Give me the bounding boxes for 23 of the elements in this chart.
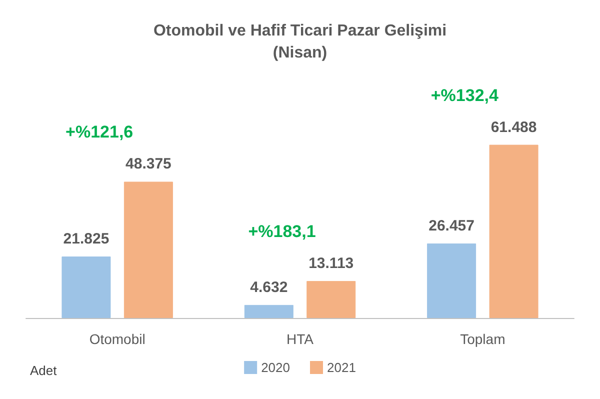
bar [62,256,111,318]
bar [244,304,294,318]
data-label: 61.488 [490,118,537,136]
text: +%121,6 [66,122,134,142]
x-tick-label: Otomobil [89,331,146,347]
bar [489,144,538,318]
bar [306,281,356,318]
x-tick-label: HTA [286,331,314,347]
chart-title: Otomobil ve Hafif Ticari Pazar Gelişimi [153,22,447,40]
data-label: 21.825 [63,230,110,248]
data-label: 48.375 [126,156,172,173]
x-tick-label: Toplam [460,331,506,347]
text: Adet [30,363,58,378]
chart-subtitle: (Nisan) [272,44,328,62]
annotation: +%183,1 [248,222,316,242]
data-label: 26.457 [428,217,474,234]
text: +%132,4 [430,86,499,105]
bar [427,243,476,318]
bar [124,182,173,318]
legend-label: 2020 [261,360,290,375]
legend-label: 2021 [327,360,356,375]
data-label: 4.632 [250,278,288,296]
data-label: 13.113 [308,255,354,272]
